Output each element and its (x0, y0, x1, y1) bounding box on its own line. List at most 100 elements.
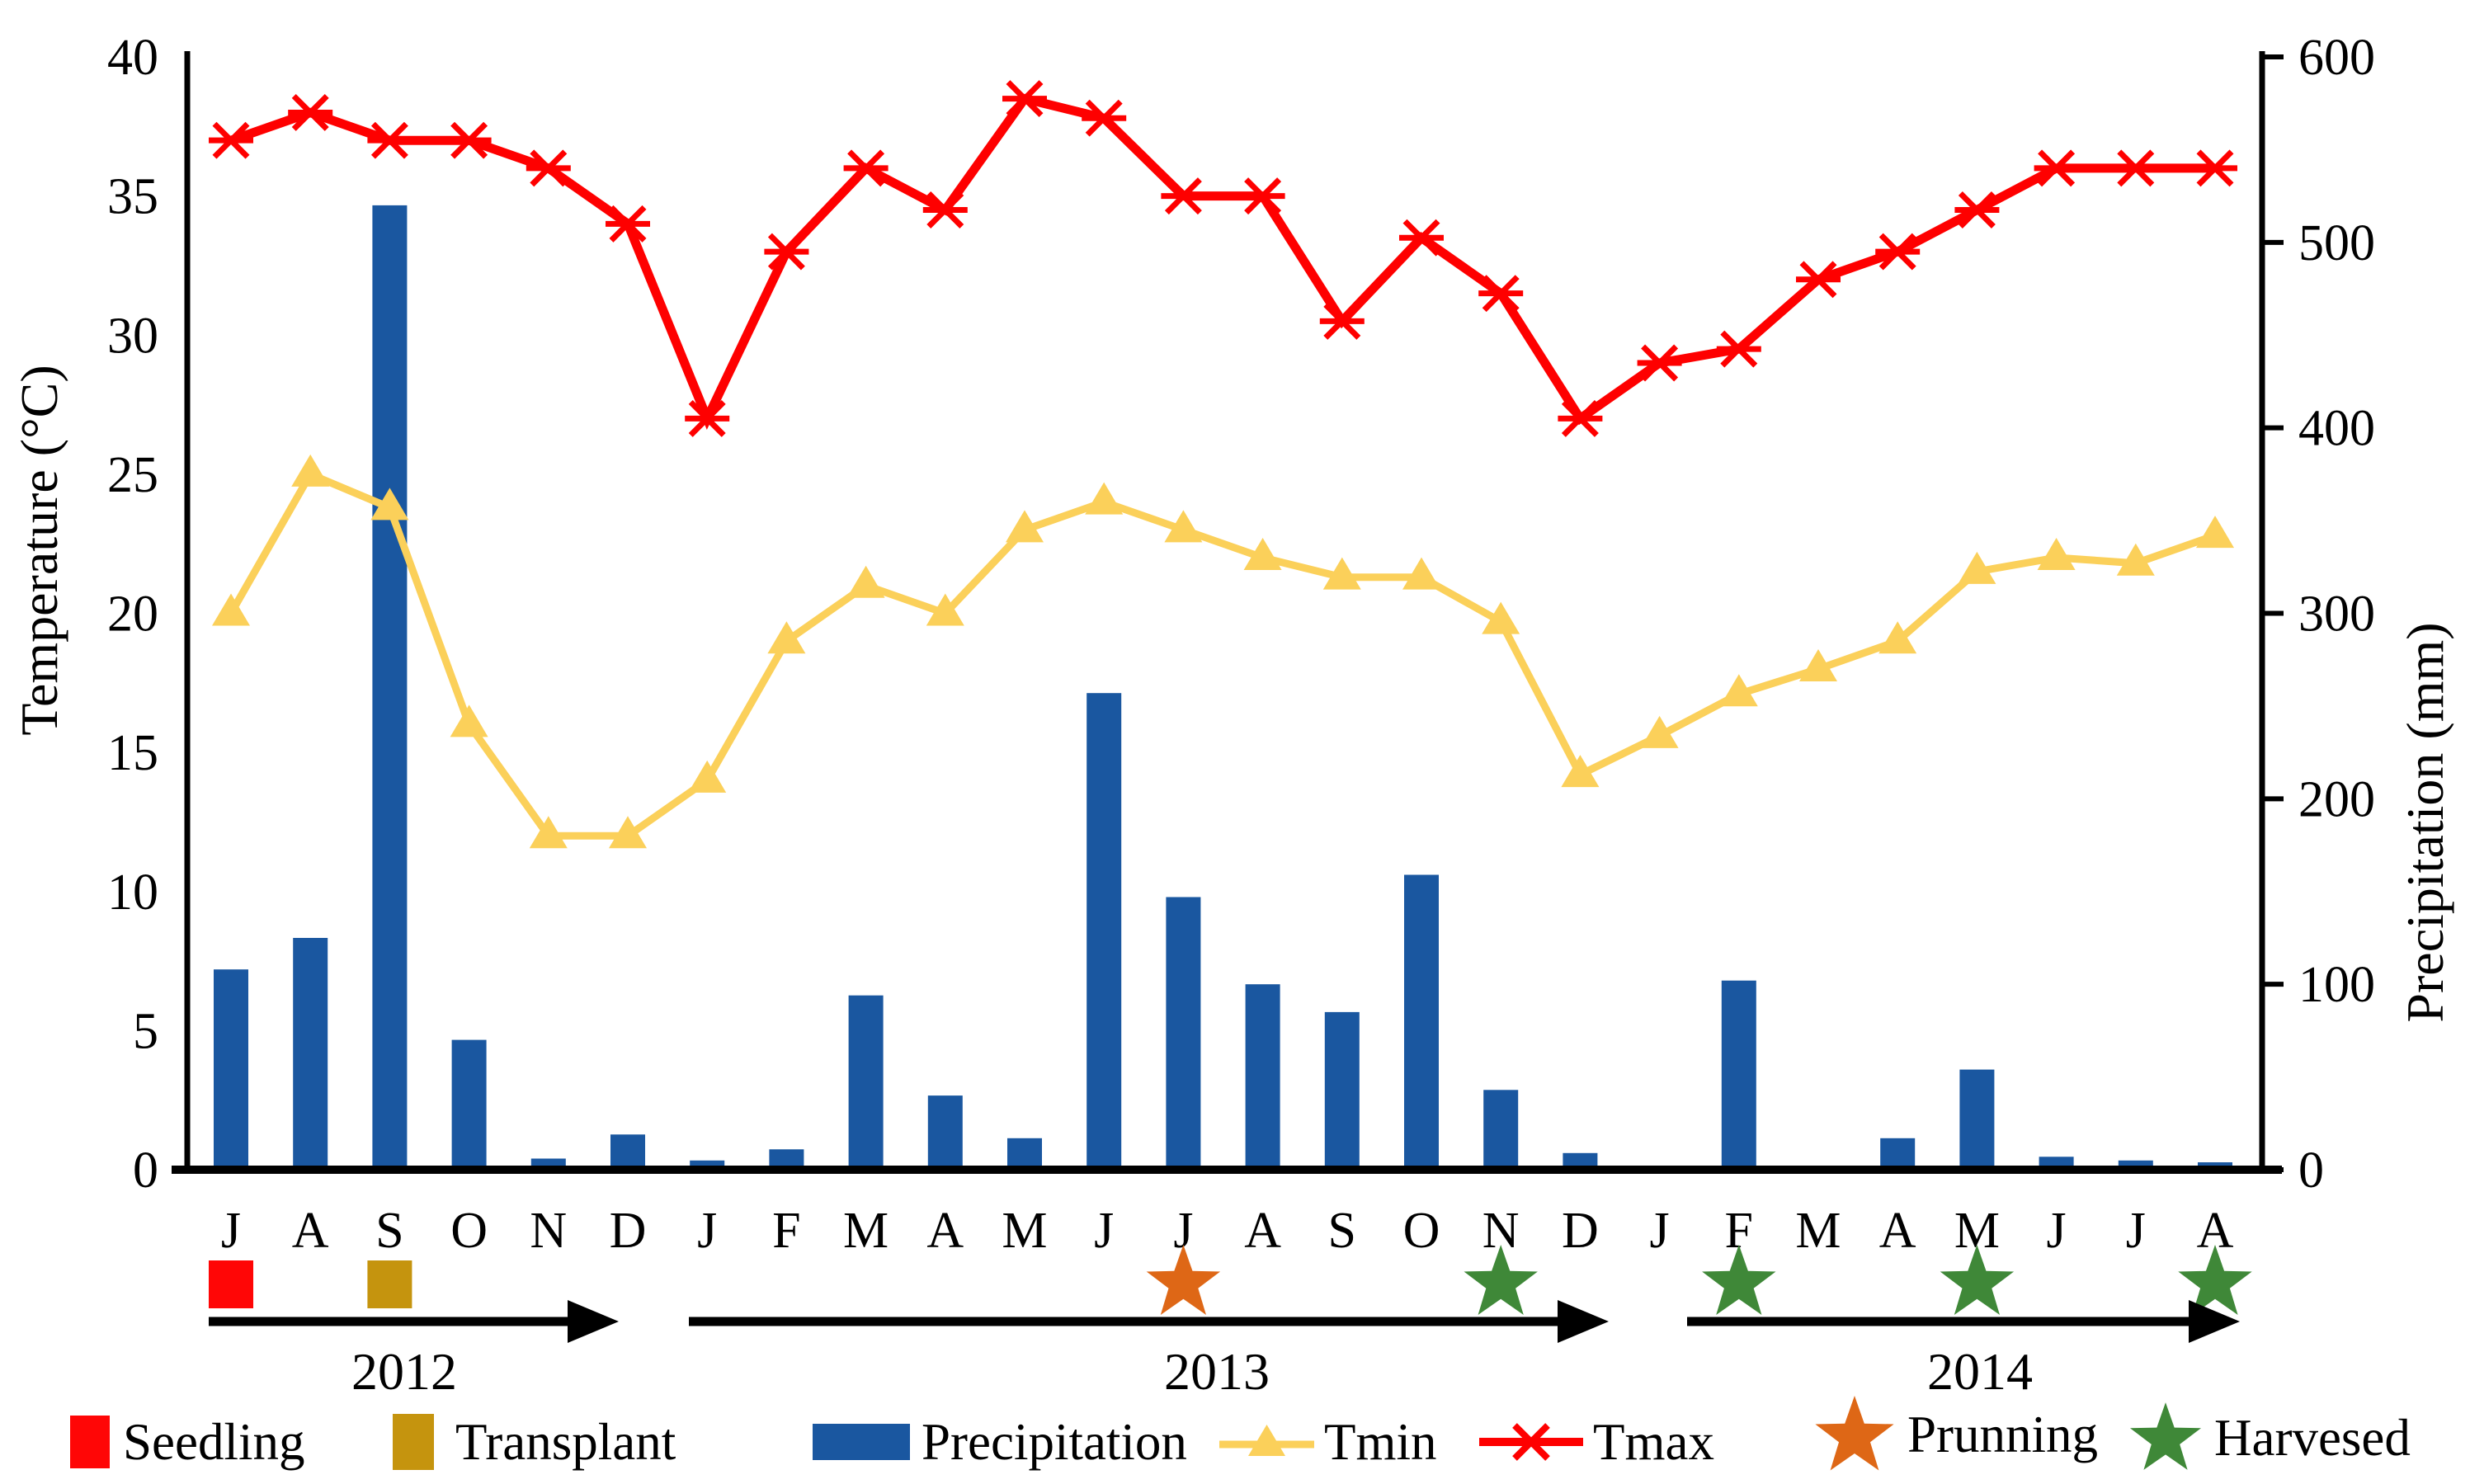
tmax-marker (606, 205, 650, 243)
month-label: M (1002, 1203, 1047, 1259)
tmax-marker (288, 93, 333, 131)
year-label: 2013 (1164, 1342, 1270, 1401)
prunning-marker (1146, 1245, 1221, 1315)
tmin-marker (1878, 621, 1917, 654)
legend-item-transplant: Transplant (393, 1402, 676, 1482)
harvested-marker (2178, 1245, 2252, 1315)
tmin-marker (1482, 601, 1520, 634)
harvested-star-icon (2129, 1402, 2202, 1470)
precip-tick-label: 500 (2298, 215, 2375, 271)
tmax-marker (1478, 275, 1524, 313)
tmax-marker (1637, 344, 1682, 382)
legend-item-harvested: Harvesed (2127, 1394, 2411, 1482)
legend-item-tmin: Tmin (1219, 1402, 1437, 1482)
precipitation-bar (214, 969, 248, 1170)
precipitation-bar (1880, 1138, 1916, 1170)
right-axis-title: Precipitation (mm) (2396, 622, 2454, 1023)
month-label: J (221, 1203, 241, 1259)
precip-tick-label: 0 (2298, 1142, 2324, 1199)
tmin-marker (1243, 538, 1282, 571)
seedling-swatch-icon (70, 1416, 110, 1468)
precipitation-bar (372, 205, 408, 1170)
month-label: S (1328, 1203, 1356, 1259)
legend-label: Tmax (1593, 1412, 1714, 1471)
legend-item-precipitation: Precipitation (813, 1402, 1187, 1482)
month-label: A (292, 1203, 329, 1259)
year-arrow-head-icon (2189, 1300, 2240, 1343)
tmax-marker (1161, 177, 1206, 215)
month-label: M (1795, 1203, 1841, 1259)
tmin-marker (370, 488, 409, 521)
precipitation-bar (293, 938, 328, 1170)
tmin-marker (688, 760, 727, 793)
tmax-line (229, 93, 2215, 431)
month-label: J (2126, 1203, 2146, 1259)
tmin-marker (767, 621, 806, 654)
tmax-marker (2193, 149, 2237, 187)
tmin-marker (1402, 557, 1440, 590)
tmax-marker (1954, 191, 2000, 228)
tmax-marker (367, 121, 412, 159)
month-label: D (1562, 1203, 1599, 1259)
tmax-marker (2113, 149, 2158, 187)
precipitation-bar (2118, 1160, 2153, 1170)
precipitation-bar (1324, 1011, 1360, 1170)
seedling-marker (209, 1260, 253, 1308)
precip-tick-label: 300 (2298, 587, 2375, 643)
tmax-marker (1558, 399, 1603, 437)
year-label: 2014 (1927, 1342, 2033, 1401)
tmax-marker (446, 121, 492, 159)
precipitation-bar (1404, 874, 1439, 1170)
tmin-marker (1799, 648, 1837, 681)
tmin-marker (1561, 755, 1600, 788)
tmax-marker (2034, 149, 2079, 187)
tmin-marker (2037, 538, 2076, 571)
tmin-marker (212, 593, 250, 626)
legend-label: Precipitation (922, 1412, 1187, 1471)
month-label: N (530, 1203, 567, 1259)
precipitation-bar (1483, 1090, 1519, 1170)
month-label: J (697, 1203, 717, 1259)
legend-label: Harvesed (2214, 1408, 2411, 1467)
month-label: A (1879, 1203, 1916, 1259)
tmax-marker (1399, 219, 1444, 257)
tmin-marker (1085, 482, 1124, 515)
harvested-marker (1464, 1245, 1538, 1315)
precipitation-bar (1007, 1138, 1042, 1170)
left-axis-title: Temperature (°C) (10, 365, 68, 736)
precipitation-bar (1721, 980, 1756, 1170)
tmin-marker (2196, 516, 2234, 549)
tmin-marker (1640, 715, 1679, 748)
tmax-marker (1875, 233, 1921, 271)
tmin-marker (529, 816, 568, 849)
tmax-line-x-icon (1479, 1423, 1583, 1461)
month-label: J (1094, 1203, 1114, 1259)
tmax-marker (1082, 99, 1127, 137)
month-label: A (926, 1203, 964, 1259)
temp-tick-label: 10 (107, 864, 158, 921)
prunning-star-icon (1815, 1395, 1894, 1470)
legend-item-tmax: Tmax (1479, 1402, 1714, 1482)
month-label: D (610, 1203, 647, 1259)
month-label: F (772, 1203, 800, 1259)
temp-tick-label: 0 (133, 1142, 158, 1199)
temp-tick-label: 15 (107, 725, 158, 781)
tmax-marker (1002, 80, 1047, 118)
precipitation-swatch-icon (813, 1424, 910, 1460)
tmin-marker (291, 454, 330, 487)
year-arrow-head-icon (1558, 1300, 1609, 1343)
tmin-marker (846, 565, 885, 598)
transplant-swatch-icon (393, 1414, 434, 1470)
tmin-marker (2116, 543, 2155, 576)
legend-label: Transplant (455, 1412, 676, 1471)
tmin-marker (609, 816, 647, 849)
legend-item-seedling: Seedling (70, 1402, 304, 1482)
tmax-marker (1796, 261, 1841, 299)
precip-tick-label: 400 (2298, 401, 2375, 457)
legend-label: Tmin (1324, 1412, 1437, 1471)
tmax-marker (843, 149, 889, 187)
tmin-line (228, 469, 2217, 840)
precipitation-bar (1959, 1069, 1995, 1170)
